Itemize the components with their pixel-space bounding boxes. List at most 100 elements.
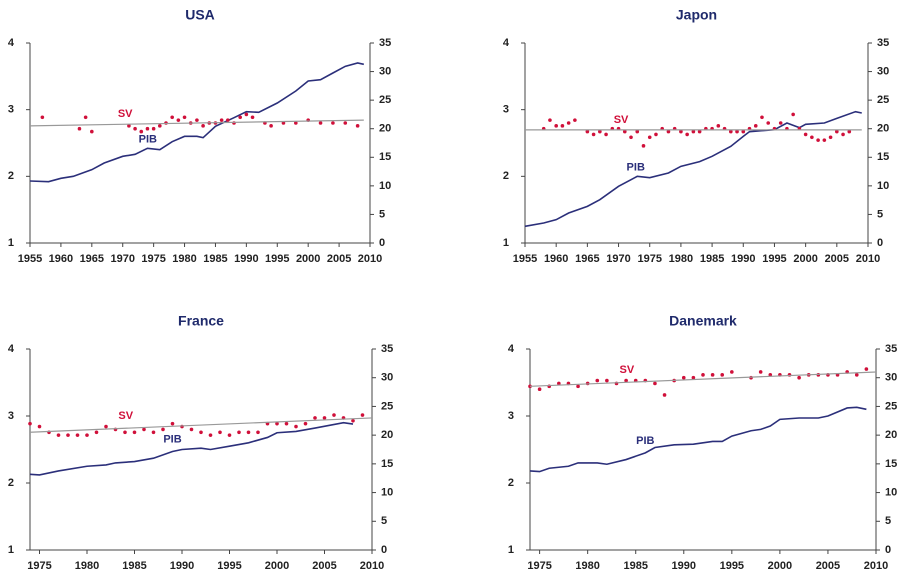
x-tick-label: 1985 bbox=[122, 560, 146, 572]
x-tick-label: 2000 bbox=[296, 253, 320, 265]
sv-dot bbox=[75, 433, 80, 437]
y-tick-label: 4 bbox=[8, 343, 15, 355]
y2-tick-label: 20 bbox=[877, 123, 889, 135]
pib-line bbox=[29, 421, 354, 476]
series-label: PIB bbox=[163, 433, 181, 445]
sv-dot bbox=[681, 375, 686, 380]
sv-dot bbox=[37, 424, 42, 429]
sv-dot bbox=[227, 433, 232, 437]
sv-dot bbox=[791, 112, 795, 117]
pib-line bbox=[29, 62, 364, 183]
sv-dot bbox=[760, 115, 764, 120]
sv-dot bbox=[83, 115, 88, 120]
sv-dot bbox=[208, 433, 213, 437]
sv-dot bbox=[679, 129, 683, 134]
sv-dot bbox=[275, 421, 279, 426]
y2-tick-label: 0 bbox=[885, 544, 891, 556]
x-tick-label: 1995 bbox=[762, 253, 786, 265]
y2-tick-label: 25 bbox=[885, 400, 897, 412]
x-tick-label: 2005 bbox=[816, 560, 840, 572]
x-tick-label: 2000 bbox=[265, 560, 289, 572]
y2-tick-label: 25 bbox=[379, 94, 391, 106]
sv-dot bbox=[284, 421, 289, 426]
x-tick-label: 1960 bbox=[49, 253, 73, 265]
sv-dot bbox=[199, 430, 203, 435]
series-label: PIB bbox=[636, 435, 654, 447]
sv-dot bbox=[720, 373, 725, 377]
sv-dot bbox=[710, 373, 715, 377]
y2-tick-label: 30 bbox=[381, 372, 393, 384]
y-tick-label: 3 bbox=[8, 104, 14, 116]
y2-tick-label: 15 bbox=[877, 151, 889, 163]
sv-dot bbox=[735, 129, 739, 134]
y-tick-label: 3 bbox=[508, 410, 514, 422]
series-label: SV bbox=[118, 108, 133, 120]
sv-dot bbox=[170, 421, 175, 426]
x-tick-label: 1980 bbox=[669, 253, 693, 265]
y2-tick-label: 0 bbox=[379, 237, 385, 249]
sv-dot bbox=[810, 135, 814, 140]
sv-dot bbox=[56, 433, 61, 437]
chart-title: Danemark bbox=[669, 313, 737, 329]
y2-tick-label: 0 bbox=[381, 544, 387, 556]
sv-dot bbox=[201, 124, 205, 128]
sv-dot bbox=[269, 124, 273, 128]
sv-dot bbox=[238, 115, 242, 120]
y2-tick-label: 15 bbox=[379, 151, 391, 163]
sv-dot bbox=[653, 381, 657, 386]
sv-dot bbox=[741, 129, 746, 134]
sv-dot bbox=[701, 373, 705, 377]
x-tick-label: 1960 bbox=[544, 253, 568, 265]
y-tick-label: 1 bbox=[8, 544, 14, 556]
sv-dot bbox=[854, 373, 859, 377]
sv-dot bbox=[803, 132, 808, 137]
y2-tick-label: 30 bbox=[877, 65, 889, 77]
sv-dot bbox=[232, 121, 236, 125]
chart-title: USA bbox=[185, 7, 215, 23]
sv-dot bbox=[662, 393, 667, 397]
sv-dot bbox=[294, 424, 298, 429]
sv-dot bbox=[189, 427, 194, 432]
x-tick-label: 1975 bbox=[527, 560, 551, 572]
sv-dot bbox=[560, 124, 565, 128]
sv-dot bbox=[182, 115, 187, 120]
sv-dot bbox=[528, 384, 532, 389]
sv-dot bbox=[226, 118, 230, 122]
x-tick-label: 1975 bbox=[637, 253, 661, 265]
x-tick-label: 1995 bbox=[217, 560, 241, 572]
x-tick-label: 1975 bbox=[141, 253, 165, 265]
sv-dot bbox=[90, 129, 94, 134]
x-tick-label: 2010 bbox=[358, 253, 382, 265]
y2-tick-label: 35 bbox=[877, 37, 889, 49]
sv-dot bbox=[753, 124, 758, 128]
sv-dot bbox=[218, 430, 222, 435]
pib-line bbox=[524, 110, 862, 228]
x-tick-label: 1980 bbox=[75, 560, 99, 572]
sv-dot bbox=[573, 118, 577, 122]
panel: Danemark 1 2 3 4 0 5 10 15 20 25 30 35 1975 1980 1985 19… bbox=[508, 313, 897, 572]
sv-dot bbox=[132, 430, 137, 435]
sv-dot bbox=[313, 416, 317, 420]
x-tick-label: 2000 bbox=[768, 560, 792, 572]
sv-dot bbox=[716, 124, 721, 128]
sv-dot bbox=[139, 129, 144, 134]
sv-dot bbox=[40, 115, 45, 120]
y-tick-label: 2 bbox=[8, 477, 14, 489]
x-tick-label: 1965 bbox=[575, 253, 599, 265]
x-tick-label: 1965 bbox=[80, 253, 104, 265]
x-tick-label: 2005 bbox=[312, 560, 336, 572]
sv-dot bbox=[127, 124, 131, 128]
x-tick-label: 1975 bbox=[27, 560, 51, 572]
sv-dot bbox=[85, 433, 89, 437]
series-label: SV bbox=[118, 410, 133, 422]
trend-line bbox=[529, 371, 877, 387]
x-tick-label: 1990 bbox=[672, 560, 696, 572]
sv-dot bbox=[360, 413, 365, 417]
x-tick-label: 1995 bbox=[720, 560, 744, 572]
sv-dot bbox=[835, 129, 839, 134]
sv-dot bbox=[629, 135, 633, 140]
x-tick-label: 1990 bbox=[170, 560, 194, 572]
panel: USA 1 2 3 4 0 5 10 15 20 25 30 35 1955 1960 1965 1970 197… bbox=[8, 7, 391, 265]
y-tick-label: 4 bbox=[8, 37, 15, 49]
